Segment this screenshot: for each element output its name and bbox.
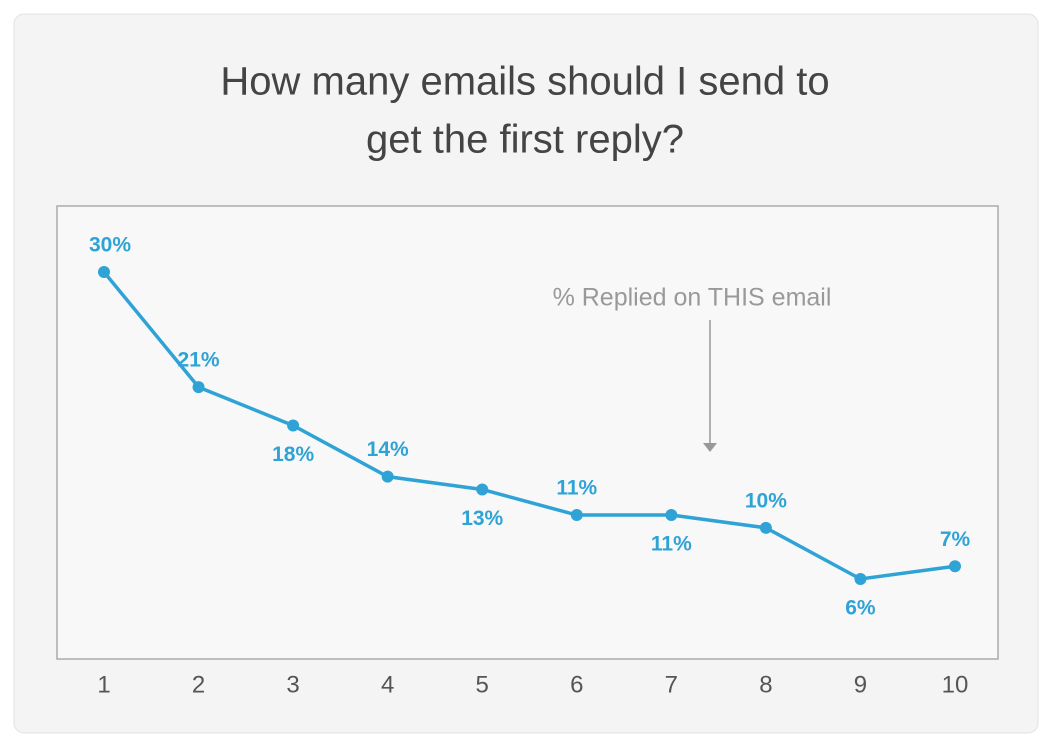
x-tick-label: 1 [97, 671, 110, 698]
value-label: 11% [556, 477, 597, 500]
x-tick-label: 3 [286, 671, 299, 698]
x-tick-label: 6 [570, 671, 583, 698]
value-label: 13% [461, 507, 503, 530]
plot-area [56, 205, 999, 660]
data-point [759, 521, 772, 534]
annotation-arrowhead [703, 443, 717, 452]
data-point [381, 470, 394, 483]
value-label: 18% [272, 443, 314, 466]
data-point [570, 509, 583, 522]
data-point [476, 483, 489, 496]
x-tick-label: 10 [942, 671, 969, 698]
value-label: 11% [651, 533, 692, 556]
data-point [854, 573, 867, 585]
x-tick-label: 4 [381, 671, 394, 698]
value-label: 21% [178, 349, 220, 372]
value-label: 10% [745, 489, 787, 512]
annotation: % Replied on THIS email [553, 284, 832, 312]
x-tick-label: 5 [476, 671, 489, 698]
x-tick-label: 9 [854, 671, 867, 698]
value-label: 7% [940, 528, 971, 551]
data-line [102, 270, 956, 581]
data-point [287, 419, 300, 432]
chart-title: get the first reply? [366, 118, 684, 162]
value-label: 14% [367, 438, 409, 461]
x-tick-label: 7 [665, 671, 678, 698]
value-label: 30% [89, 234, 131, 257]
x-tick-label: 2 [192, 671, 205, 698]
data-point [949, 560, 961, 573]
data-point [665, 509, 678, 522]
data-point [192, 381, 205, 394]
value-label: 6% [845, 597, 876, 620]
chart-title: How many emails should I send to [220, 60, 829, 104]
x-tick-label: 8 [759, 671, 772, 698]
data-point [98, 266, 110, 278]
